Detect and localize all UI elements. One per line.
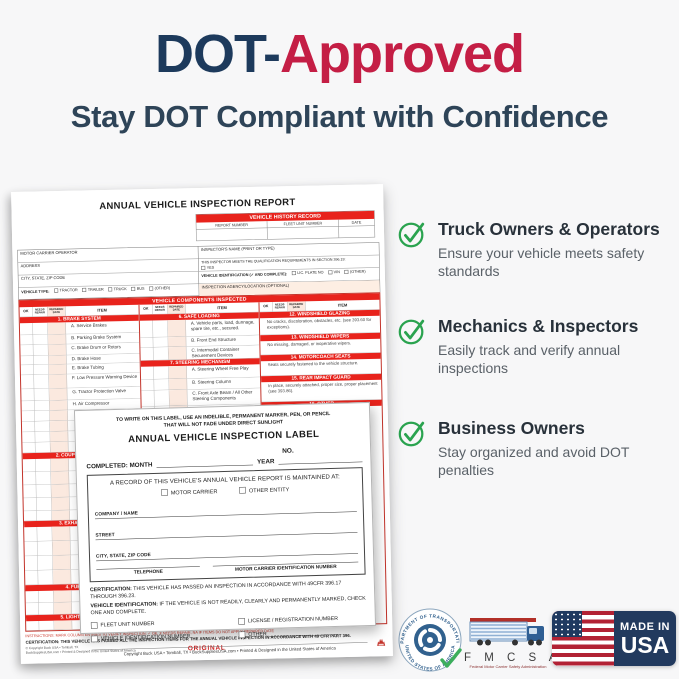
checkbox-vin-number <box>91 635 98 643</box>
vehicle-type-label: VEHICLE TYPE: <box>21 288 50 295</box>
page-subtitle: Stay DOT Compliant with Confidence <box>70 98 609 134</box>
checkbox-truck <box>108 287 113 292</box>
col-ok: OK <box>19 307 33 318</box>
checkbox-motor-carrier <box>161 489 168 496</box>
benefit-mechanics: Mechanics & Inspectors Easily track and … <box>397 316 675 378</box>
checkbox-tractor <box>54 288 59 293</box>
col-needs-repair: NEEDS REPAIR <box>152 304 168 315</box>
checkbox-other <box>238 631 246 639</box>
option-lic-plate: LIC. PLATE NO <box>297 269 324 275</box>
made-in-usa-badge: MADE IN USA <box>552 611 676 666</box>
col-needs-repair: NEEDS REPAIR <box>32 306 48 318</box>
usa-text: USA <box>620 631 670 658</box>
vehicle-history-record: VEHICLE HISTORY RECORD REPORT NUMBER FLE… <box>195 210 376 242</box>
checkbox-trailer <box>82 287 87 292</box>
made-in-text: MADE IN <box>620 620 670 633</box>
qualification-text: THIS INSPECTOR MEETS THE QUALIFICATION R… <box>201 256 346 265</box>
item-row: F. Low Pressure Warning Device <box>66 372 141 389</box>
us-flag <box>552 611 614 666</box>
option-motor-carrier: MOTOR CARRIER <box>170 488 218 497</box>
benefit-business-owners: Business Owners Stay organized and avoid… <box>397 418 675 480</box>
option-truck: TRUCK <box>113 286 127 292</box>
green-check-icon <box>440 648 462 668</box>
option-tractor: TRACTOR <box>59 287 78 293</box>
benefit-description: Ensure your vehicle meets safety standar… <box>438 245 645 280</box>
benefit-description: Easily track and verify annual inspectio… <box>438 342 621 377</box>
fmcsa-logo: F M C S A Federal Motor Carrier Safety A… <box>464 615 562 669</box>
checkbox-other-entity <box>239 486 246 494</box>
check-circle-icon <box>398 222 425 248</box>
field-city-state-zip: CITY, STATE, ZIP CODE <box>95 552 151 560</box>
col-needs-repair: NEEDS REPAIR <box>272 301 288 312</box>
title-dot: DOT- <box>154 24 281 84</box>
record-box: A RECORD OF THIS VEHICLE'S ANNUAL VEHICL… <box>86 467 366 583</box>
item-row: A. Vehicle parts, load, dunnage, spare t… <box>185 318 260 337</box>
check-circle-icon <box>398 421 425 447</box>
label-number: NO. <box>282 446 294 455</box>
col-repaired-date: REPAIRED DATE <box>47 306 66 317</box>
label-certification-term: CERTIFICATION: <box>89 585 132 593</box>
checkbox-bus <box>131 286 136 291</box>
option-vin: VIN <box>333 269 340 275</box>
checkbox-fleet-unit <box>90 622 98 629</box>
option-yes: YES <box>206 265 215 270</box>
vehicle-id-label: VEHICLE IDENTIFICATION (✓ AND COMPLETE): <box>201 271 288 278</box>
hero: DOT-Approved Stay DOT Compliant with Con… <box>0 0 679 135</box>
inspection-report-form: ANNUAL VEHICLE INSPECTION REPORT VEHICLE… <box>11 184 393 664</box>
carrier-info-table: MOTOR CARRIER OPERATOR ADDRESS CITY, STA… <box>17 242 381 301</box>
completed-month-label: COMPLETED: MONTH <box>86 461 153 470</box>
col-ok: OK <box>259 301 273 313</box>
checkbox-license-registration <box>238 617 246 625</box>
checkbox-vin <box>328 269 333 275</box>
col-ok: OK <box>139 304 153 315</box>
buck-usa-logo <box>377 638 386 646</box>
field-company-name: COMPANY / NAME <box>94 510 139 518</box>
note-rear-impact-guard: In place, securely attached, proper size… <box>261 379 382 403</box>
page-title: DOT-Approved <box>0 26 679 83</box>
option-trailer: TRAILER <box>87 287 104 292</box>
truck-icon <box>469 618 544 646</box>
dot-seal-logo: DEPARTMENT OF TRANSPORTATION UNITED STAT… <box>398 608 462 672</box>
benefit-title: Mechanics & Inspectors <box>438 316 639 336</box>
option-id-other: (OTHER) <box>349 269 366 274</box>
benefit-title: Business Owners <box>438 418 585 438</box>
year-label: YEAR <box>256 457 275 466</box>
option-bus: BUS <box>136 286 145 291</box>
month-blank-line <box>156 458 254 468</box>
fmcsa-subtext: Federal Motor Carrier Safety Administrat… <box>469 664 547 669</box>
option-other: (OTHER) <box>154 285 171 291</box>
option-license-registration: LICENSE / REGISTRATION NUMBER <box>247 615 339 625</box>
item-row: C. Front Axle Beam / All Other Steering … <box>187 388 261 406</box>
inspection-label-card: TO WRITE ON THIS LABEL, USE AN INDELIBLE… <box>73 401 377 658</box>
checkbox-lic-plate <box>291 270 296 275</box>
label-vehicle-id-term: VEHICLE IDENTIFICATION: <box>90 600 159 609</box>
option-other-entity: OTHER ENTITY <box>248 486 290 494</box>
flag-canton <box>552 611 582 637</box>
benefit-title: Truck Owners & Operators <box>438 219 660 239</box>
checkbox-id-other <box>344 269 349 274</box>
fmcsa-acronym: F M C S A <box>464 652 562 664</box>
benefit-description: Stay organized and avoid DOT penalties <box>438 444 630 479</box>
benefit-truck-owners: Truck Owners & Operators Ensure your veh… <box>397 219 675 281</box>
report-footer: INSTRUCTIONS: MARK COLUMN ENTRIES TO VER… <box>25 626 388 662</box>
label-title: ANNUAL VEHICLE INSPECTION LABEL <box>128 428 320 445</box>
field-street: STREET <box>95 532 115 539</box>
option-fleet-unit: FLEET UNIT NUMBER <box>100 620 155 629</box>
year-blank-line <box>278 455 363 465</box>
checkbox-other-vehicle <box>149 286 154 291</box>
title-approved: Approved <box>279 24 525 84</box>
col-repaired-date: REPAIRED DATE <box>167 303 186 315</box>
col-repaired-date: REPAIRED DATE <box>287 301 306 312</box>
option-other: OTHER <box>248 631 267 638</box>
check-circle-icon <box>398 319 425 345</box>
checkbox-yes <box>201 265 206 270</box>
